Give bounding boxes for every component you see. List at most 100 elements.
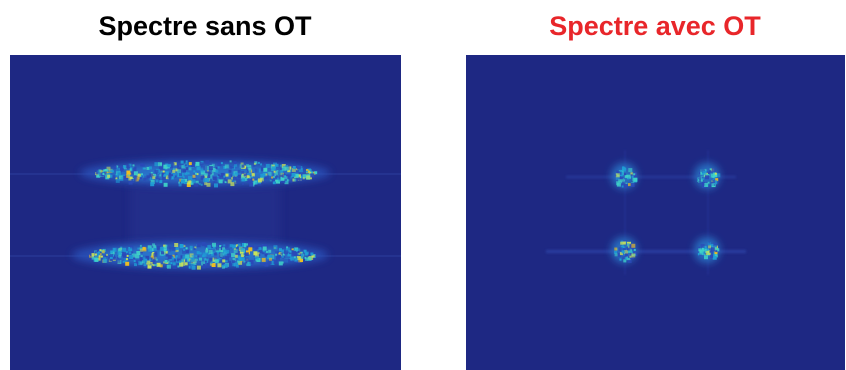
speckle — [220, 162, 223, 165]
speckle — [632, 252, 635, 255]
speckle — [98, 256, 101, 259]
speckle — [174, 172, 177, 175]
speckle — [223, 249, 227, 253]
speckle — [96, 252, 100, 256]
speckle — [97, 172, 101, 176]
speckle — [231, 253, 236, 258]
speckle — [243, 165, 247, 169]
speckle — [712, 180, 716, 183]
speckle — [191, 179, 196, 184]
speckle — [273, 259, 278, 264]
speckle — [709, 244, 714, 249]
speckle — [273, 245, 278, 250]
speckle — [248, 247, 253, 252]
speckle — [171, 246, 176, 251]
speckle — [699, 178, 702, 181]
speckle — [263, 176, 267, 180]
speckle — [164, 175, 169, 180]
speckle — [150, 182, 155, 187]
speckle — [98, 251, 100, 254]
speckle — [241, 243, 246, 247]
speckle — [261, 257, 266, 262]
speckle — [116, 259, 121, 264]
speckle — [139, 177, 142, 180]
speckle — [136, 251, 141, 255]
speckle — [158, 182, 161, 185]
speckle — [180, 160, 184, 164]
speckle — [179, 258, 182, 261]
speckle — [158, 165, 163, 170]
speckle — [247, 165, 252, 170]
speckle — [279, 168, 282, 170]
speckle — [238, 257, 243, 262]
speckle — [170, 165, 173, 169]
speckle — [227, 253, 232, 258]
speckle — [256, 245, 260, 249]
speckle — [304, 256, 307, 259]
speckle — [709, 184, 712, 187]
speckle — [708, 245, 712, 249]
speckle — [153, 264, 156, 267]
speckle — [620, 179, 624, 183]
speckle — [134, 177, 138, 181]
speckle — [156, 262, 161, 267]
speckle — [218, 179, 223, 184]
speckle — [629, 254, 633, 258]
speckle — [188, 265, 192, 269]
speckle — [708, 241, 711, 244]
speckle — [295, 176, 300, 181]
speckle — [272, 181, 276, 185]
speckle — [182, 249, 187, 254]
speckle — [709, 170, 712, 173]
speckle — [209, 257, 213, 261]
speckle — [258, 247, 262, 251]
speckle — [196, 243, 201, 248]
speckle — [197, 255, 200, 258]
speckle — [700, 244, 705, 248]
speckle — [234, 262, 239, 267]
speckle — [229, 173, 233, 177]
speckle — [234, 173, 238, 177]
speckle — [298, 172, 301, 175]
speckle — [704, 168, 707, 171]
speckle — [618, 183, 623, 188]
speckle — [205, 171, 210, 176]
speckle — [181, 179, 185, 184]
speckle — [168, 172, 172, 176]
speckle — [615, 173, 620, 178]
speckle — [703, 248, 706, 251]
speckle — [235, 251, 240, 255]
speckle — [280, 252, 283, 255]
speckle — [714, 251, 718, 255]
speckle — [232, 263, 236, 267]
speckle — [277, 251, 280, 254]
speckle — [246, 175, 250, 179]
speckle — [178, 183, 182, 187]
speckle — [177, 265, 180, 268]
speckle — [705, 251, 710, 255]
speckle — [630, 172, 634, 176]
speckle — [247, 243, 251, 247]
speckle — [622, 166, 625, 169]
speckle — [237, 175, 241, 179]
speckle — [236, 178, 241, 183]
speckle — [184, 181, 188, 185]
speckle — [200, 165, 203, 168]
speckle — [262, 262, 266, 266]
speckle — [129, 170, 134, 175]
speckle — [253, 164, 256, 167]
speckle — [206, 170, 209, 173]
speckle — [103, 258, 108, 263]
speckle — [236, 244, 239, 247]
speckle — [244, 252, 249, 257]
speckle — [624, 253, 628, 257]
speckle — [195, 161, 200, 166]
speckle — [631, 175, 634, 178]
speckle — [184, 164, 187, 167]
speckle — [182, 176, 185, 179]
speckle — [195, 255, 198, 258]
speckle — [627, 177, 630, 180]
speckle — [206, 260, 211, 265]
speckle — [713, 242, 718, 247]
speckle — [219, 259, 223, 263]
